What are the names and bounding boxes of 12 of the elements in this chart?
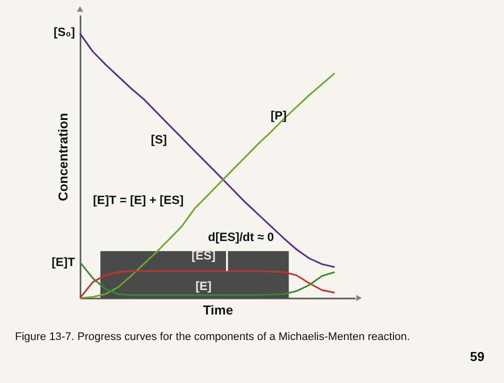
text: [E]T [52,255,76,269]
annotation: d[ES]/dt ≈ 0 [208,230,274,244]
series-label: [E] [195,279,212,294]
series-label: [P] [270,108,287,123]
x-axis-title: Time [202,302,234,318]
text: [S₀] [54,25,75,39]
series-label: [ES] [191,248,216,263]
annotation: [E]T = [E] + [ES] [93,193,184,207]
series-label: [S] [150,132,167,146]
y-axis-title: Concentration [56,112,70,202]
caption: Figure 13-7. Progress curves for the components of a Michaelis-Menten reaction. [15,331,410,343]
text: 59 [470,349,484,364]
